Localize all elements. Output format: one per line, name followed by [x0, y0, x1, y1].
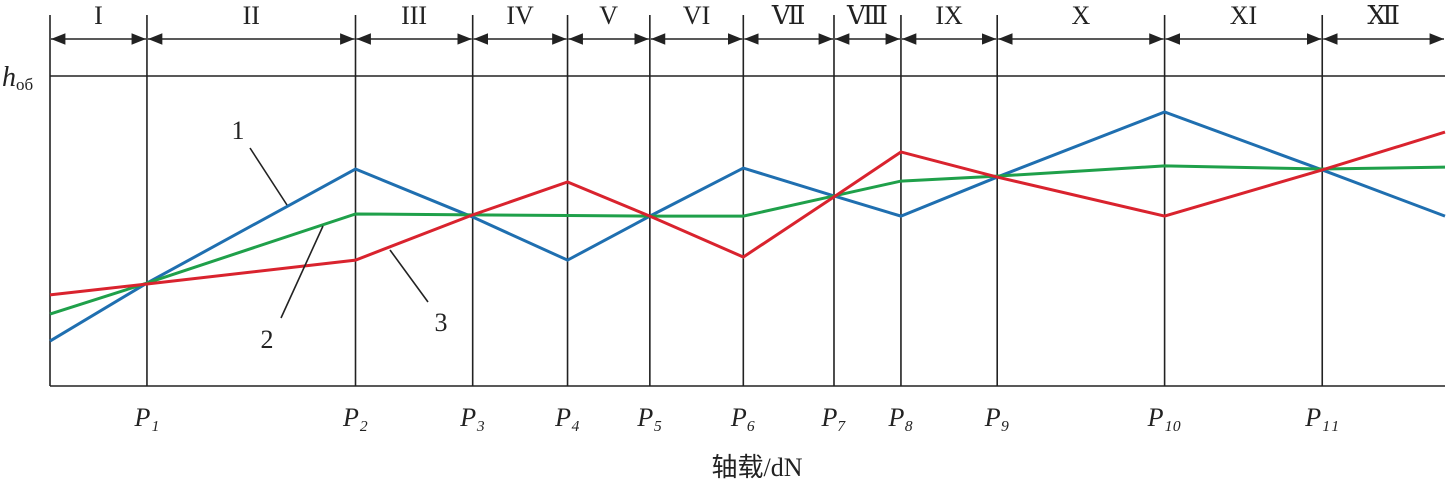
x-label: 轴载/dN	[711, 453, 802, 482]
x-tick-label: P₇	[821, 403, 847, 432]
region-label: I	[94, 1, 103, 30]
x-tick-label: P₅	[636, 403, 662, 432]
x-tick-label: P₆	[730, 403, 756, 432]
region-label: IX	[935, 1, 963, 30]
legend-label: 3	[435, 308, 448, 337]
y-label: hоб	[2, 62, 33, 93]
region-label: Ⅷ	[846, 1, 888, 30]
region-label: Ⅻ	[1367, 1, 1400, 30]
callout-leader	[280, 225, 324, 319]
series-line	[49, 130, 1446, 297]
series-line	[49, 164, 1446, 316]
region-label: XI	[1230, 1, 1257, 30]
x-tick-label: P₁₁	[1304, 403, 1339, 432]
x-tick-label: P₄	[554, 403, 580, 432]
region-label: VI	[683, 1, 710, 30]
x-tick-label: P₁	[133, 403, 159, 432]
x-tick-label: P₃	[459, 403, 485, 432]
region-label: III	[401, 1, 427, 30]
x-tick-label: P₉	[984, 403, 1010, 432]
region-label: X	[1072, 1, 1091, 30]
x-tick-label: P₂	[342, 403, 368, 432]
legend-label: 1	[232, 116, 245, 145]
callout-leader	[389, 249, 429, 303]
region-label: IV	[506, 1, 534, 30]
region-label: V	[599, 1, 618, 30]
x-tick-label: P₁₀	[1147, 403, 1182, 432]
series-line	[49, 110, 1446, 343]
region-label: Ⅶ	[771, 1, 806, 30]
callout-leader	[249, 147, 288, 206]
y-label-symbol: h	[2, 62, 16, 93]
region-label: II	[243, 1, 260, 30]
x-tick-label: P₈	[887, 403, 913, 432]
legend-label: 2	[261, 325, 274, 354]
y-label-subscript: об	[16, 75, 33, 94]
